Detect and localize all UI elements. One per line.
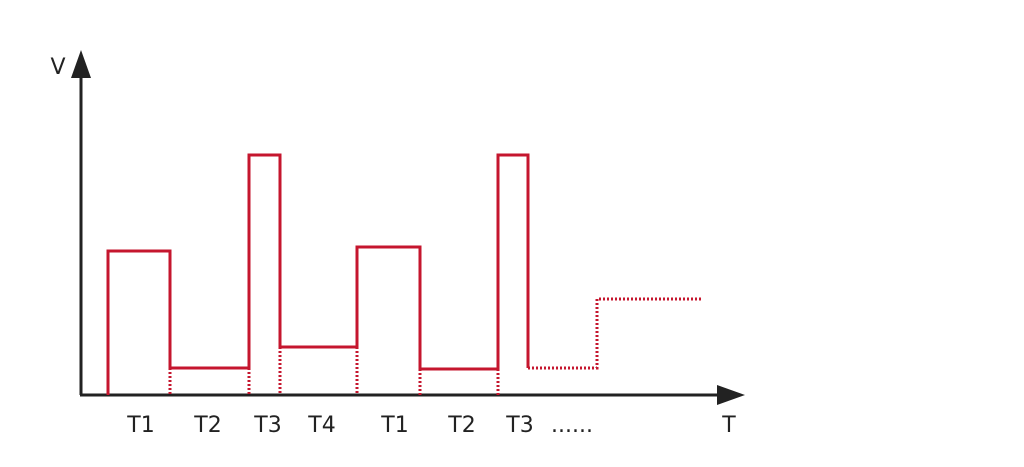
segment-label: T1 [126,413,154,438]
segment-label: T2 [193,413,221,438]
segment-dividers [168,347,500,395]
x-axis-label: T [721,413,736,438]
segment-label: T2 [447,413,475,438]
segment-label: T3 [505,413,533,438]
y-axis-label: V [50,55,65,80]
y-axis-arrow [71,50,91,78]
segment-label: T4 [307,413,335,438]
segment-label: T3 [253,413,281,438]
x-axis-arrow [717,385,745,405]
segment-label: T1 [380,413,408,438]
waveform-continuation [528,297,703,370]
waveform [106,153,530,395]
continuation-label: ...... [551,413,593,438]
